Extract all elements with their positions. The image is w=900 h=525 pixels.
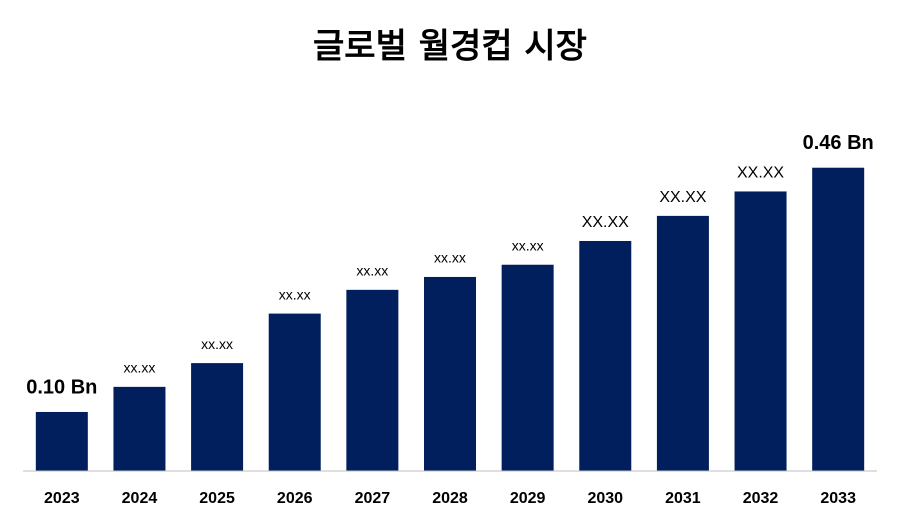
x-tick-label: 2033 [820,490,856,507]
bar [113,386,166,471]
x-tick-label: 2028 [432,490,468,507]
x-tick-label: 2023 [44,490,80,507]
value-label: xx.xx [434,250,466,266]
bar [191,363,244,471]
x-tick-label: 2030 [587,490,623,507]
x-tick-label: 2029 [510,490,546,507]
value-label: 0.10 Bn [26,376,97,398]
x-tick-label: 2026 [277,490,313,507]
bar [812,167,865,471]
bar [656,215,709,471]
value-label: xx.xx [124,360,156,376]
bar [424,276,476,471]
bar [501,264,554,471]
x-tick-label: 2032 [743,490,779,507]
value-label: XX.XX [737,165,784,182]
value-label: XX.XX [582,214,629,231]
value-label: xx.xx [512,237,544,253]
value-label: xx.xx [356,263,388,279]
value-label: 0.46 Bn [803,132,874,154]
x-tick-label: 2031 [665,490,701,507]
value-label: xx.xx [201,336,233,352]
bar [579,240,632,471]
x-tick-label: 2024 [122,490,158,507]
bar [346,289,399,471]
chart-title: 글로벌 월경컵 시장 [313,27,587,67]
value-label: xx.xx [279,286,311,302]
bar [734,191,787,472]
x-tick-label: 2027 [355,490,391,507]
bar [35,411,88,471]
bar [268,313,321,471]
value-label: XX.XX [659,189,706,206]
x-tick-label: 2025 [199,490,235,507]
